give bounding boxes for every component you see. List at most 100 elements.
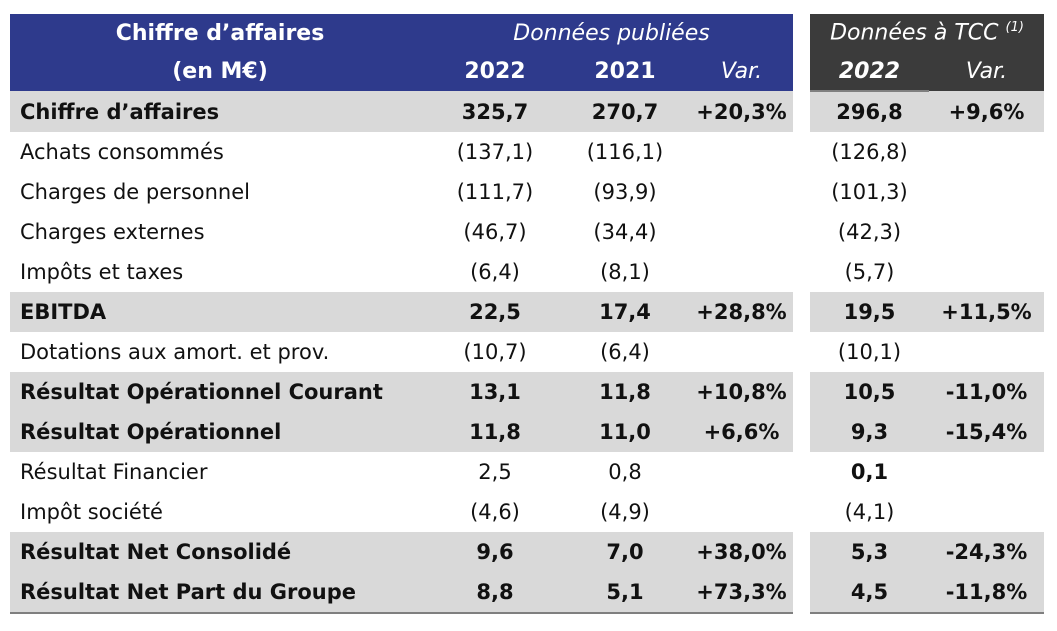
table-row: Achats consommés (137,1) (116,1) (126,8) [10, 132, 1044, 172]
table-row: Résultat Opérationnel 11,8 11,0 +6,6% 9,… [10, 412, 1044, 452]
value-var: +28,8% [690, 292, 793, 332]
value-tcc-var: -11,0% [929, 372, 1044, 412]
row-label: Achats consommés [20, 140, 224, 164]
table-row: Résultat Net Part du Groupe 8,8 5,1 +73,… [10, 572, 1044, 614]
value-var [690, 452, 793, 492]
value-2022: 8,8 [430, 572, 560, 614]
row-label: Dotations aux amort. et prov. [20, 340, 330, 364]
table-row: Résultat Opérationnel Courant 13,1 11,8 … [10, 372, 1044, 412]
value-2021: (116,1) [586, 140, 664, 164]
table-row: EBITDA 22,5 17,4 +28,8% 19,5 +11,5% [10, 292, 1044, 332]
tcc-group-label: Données à TCC [830, 20, 999, 46]
value-2021: (8,1) [600, 260, 650, 284]
value-var [690, 212, 793, 252]
value-tcc-var: +9,6% [929, 91, 1044, 132]
value-var: +6,6% [690, 412, 793, 452]
tcc-data-group-header: Données à TCC (1) [810, 14, 1044, 52]
value-var [690, 172, 793, 212]
value-var: +20,3% [690, 91, 793, 132]
value-tcc-var [929, 212, 1044, 252]
row-label: Charges externes [20, 220, 205, 244]
value-tcc-2022: (101,3) [831, 180, 908, 204]
value-2021: (34,4) [593, 220, 657, 244]
value-tcc-2022: (42,3) [837, 220, 902, 244]
table-title: Chiffre d’affaires [10, 14, 430, 52]
value-2021: 11,8 [560, 372, 690, 412]
value-2021: 7,0 [560, 532, 690, 572]
value-tcc-2022: (4,1) [844, 500, 895, 524]
value-var [690, 332, 793, 372]
value-2021: 270,7 [560, 91, 690, 132]
table-row: Chiffre d’affaires 325,7 270,7 +20,3% 29… [10, 91, 1044, 132]
value-var [690, 492, 793, 532]
value-2021: 5,1 [560, 572, 690, 614]
value-var: +10,8% [690, 372, 793, 412]
column-header-2022: 2022 [430, 52, 560, 91]
value-tcc-var: -11,8% [929, 572, 1044, 614]
value-tcc-2022: (126,8) [831, 140, 908, 164]
table-row: Dotations aux amort. et prov. (10,7) (6,… [10, 332, 1044, 372]
value-2022: 325,7 [430, 91, 560, 132]
income-statement-table: Chiffre d’affaires Données publiées Donn… [10, 14, 1044, 614]
row-label: Impôts et taxes [20, 260, 184, 284]
value-tcc-2022: 4,5 [810, 572, 929, 614]
row-label: Résultat Financier [20, 460, 208, 484]
column-header-var: Var. [690, 52, 793, 91]
value-tcc-var: +11,5% [929, 292, 1044, 332]
value-2021: 17,4 [560, 292, 690, 332]
value-tcc-2022: 0,1 [850, 460, 889, 484]
value-2021: (4,9) [600, 500, 650, 524]
value-tcc-var [929, 332, 1044, 372]
value-2022: 9,6 [430, 532, 560, 572]
row-label: Résultat Net Consolidé [10, 532, 430, 572]
value-tcc-var [929, 132, 1044, 172]
value-tcc-var [929, 252, 1044, 292]
published-data-group-header: Données publiées [430, 14, 793, 52]
value-2022: (4,6) [470, 500, 520, 524]
table-unit: (en M€) [10, 52, 430, 91]
value-2022: (6,4) [470, 260, 520, 284]
row-label: Chiffre d’affaires [10, 91, 430, 132]
value-2021: 0,8 [608, 460, 642, 484]
value-tcc-2022: 5,3 [810, 532, 929, 572]
value-2022: 13,1 [430, 372, 560, 412]
row-label: Résultat Opérationnel [10, 412, 430, 452]
value-2022: (111,7) [456, 180, 534, 204]
tcc-footnote-marker: (1) [1005, 20, 1024, 36]
value-tcc-var: -15,4% [929, 412, 1044, 452]
value-2022: (10,7) [463, 340, 527, 364]
column-header-2021: 2021 [560, 52, 690, 91]
value-tcc-2022: 296,8 [810, 91, 929, 132]
value-var [690, 252, 793, 292]
value-var: +73,3% [690, 572, 793, 614]
value-tcc-var [929, 492, 1044, 532]
value-tcc-2022: 19,5 [810, 292, 929, 332]
value-2022: (46,7) [463, 220, 527, 244]
value-tcc-var [929, 452, 1044, 492]
value-var: +38,0% [690, 532, 793, 572]
value-tcc-2022: 9,3 [810, 412, 929, 452]
table-row: Résultat Financier 2,5 0,8 0,1 [10, 452, 1044, 492]
table-row: Impôts et taxes (6,4) (8,1) (5,7) [10, 252, 1044, 292]
row-label: Impôt société [20, 500, 163, 524]
value-2022: (137,1) [456, 140, 534, 164]
value-tcc-var [929, 172, 1044, 212]
table-row: Résultat Net Consolidé 9,6 7,0 +38,0% 5,… [10, 532, 1044, 572]
header-row-2: (en M€) 2022 2021 Var. 2022 Var. [10, 52, 1044, 92]
value-2021: (93,9) [593, 180, 657, 204]
row-label: Charges de personnel [20, 180, 250, 204]
value-tcc-2022: (10,1) [837, 340, 902, 364]
row-label: Résultat Opérationnel Courant [10, 372, 430, 412]
table-row: Charges externes (46,7) (34,4) (42,3) [10, 212, 1044, 252]
table-row: Impôt société (4,6) (4,9) (4,1) [10, 492, 1044, 532]
header-row-1: Chiffre d’affaires Données publiées Donn… [10, 14, 1044, 52]
value-2022: 2,5 [478, 460, 512, 484]
row-label: Résultat Net Part du Groupe [10, 572, 430, 614]
value-tcc-var: -24,3% [929, 532, 1044, 572]
column-header-tcc-2022: 2022 [810, 52, 929, 92]
value-var [690, 132, 793, 172]
value-tcc-2022: (5,7) [844, 260, 895, 284]
column-header-tcc-var: Var. [929, 52, 1044, 91]
value-2022: 22,5 [430, 292, 560, 332]
